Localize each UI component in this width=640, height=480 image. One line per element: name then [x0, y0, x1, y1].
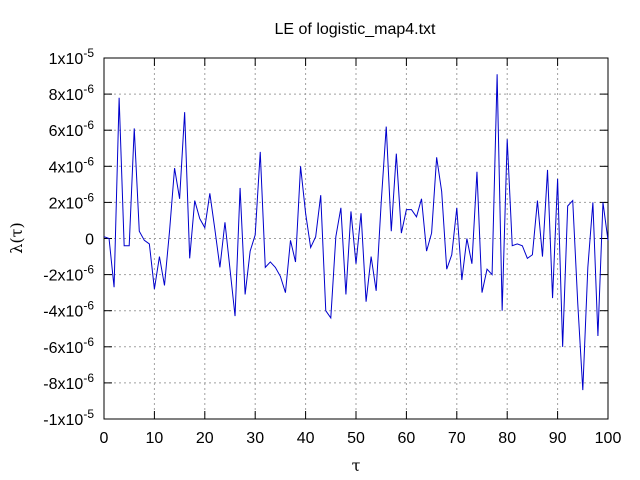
y-tick-exponent: -6 [83, 154, 94, 168]
y-tick-label: -4x10-6 [43, 299, 94, 321]
y-tick-exponent: -6 [83, 190, 94, 204]
series-group [103, 74, 609, 391]
y-tick-exponent: -6 [83, 299, 94, 313]
x-tick-label: 70 [448, 430, 466, 447]
y-axis-label: λ(τ) [7, 222, 26, 253]
y-tick-label: -1x10-5 [43, 407, 94, 429]
y-tick-exponent: -5 [83, 407, 94, 421]
x-tick-label: 100 [595, 430, 622, 447]
y-tick-exponent: -5 [83, 46, 94, 60]
y-tick-label: 1x10-5 [49, 46, 95, 68]
x-tick-label: 20 [196, 430, 214, 447]
y-tick-mantissa: -6x10 [43, 340, 83, 357]
y-tick-label: -6x10-6 [43, 335, 94, 357]
y-tick-label: 6x10-6 [49, 118, 95, 140]
y-tick-label: 2x10-6 [49, 190, 95, 212]
x-axis-label: τ [352, 456, 361, 475]
series-line [103, 74, 609, 391]
y-tick-mantissa: 8x10 [49, 87, 84, 104]
y-tick-exponent: -6 [83, 335, 94, 349]
x-tick-label: 0 [100, 430, 109, 447]
x-tick-label: 90 [549, 430, 567, 447]
y-tick-labels: 1x10-58x10-66x10-64x10-62x10-60-2x10-6-4… [43, 46, 94, 429]
y-tick-mantissa: 1x10 [49, 51, 84, 68]
y-tick-mantissa: -8x10 [43, 376, 83, 393]
x-tick-label: 50 [347, 430, 365, 447]
y-tick-label: -8x10-6 [43, 371, 94, 393]
y-tick-mantissa: -2x10 [43, 268, 83, 285]
y-tick-label: 8x10-6 [49, 82, 95, 104]
x-tick-label: 60 [398, 430, 416, 447]
y-tick-label: 0 [85, 232, 94, 249]
y-tick-exponent: -6 [83, 118, 94, 132]
y-tick-label: 4x10-6 [49, 154, 95, 176]
y-tick-mantissa: 2x10 [49, 195, 84, 212]
y-tick-exponent: -6 [83, 82, 94, 96]
y-tick-mantissa: 4x10 [49, 159, 84, 176]
y-tick-exponent: -6 [83, 371, 94, 385]
y-tick-exponent: -6 [83, 263, 94, 277]
y-tick-mantissa: 6x10 [49, 123, 84, 140]
tick-marks [103, 57, 609, 420]
x-tick-label: 40 [297, 430, 315, 447]
y-tick-label: -2x10-6 [43, 263, 94, 285]
y-tick-mantissa: -4x10 [43, 304, 83, 321]
y-tick-mantissa: -1x10 [43, 412, 83, 429]
x-tick-label: 80 [498, 430, 516, 447]
chart-title: LE of logistic_map4.txt [275, 21, 437, 38]
x-tick-labels: 0 10 20 30 40 50 60 70 80 90 100 [100, 430, 622, 447]
x-tick-label: 10 [146, 430, 164, 447]
grid [104, 58, 608, 419]
x-tick-label: 30 [246, 430, 264, 447]
